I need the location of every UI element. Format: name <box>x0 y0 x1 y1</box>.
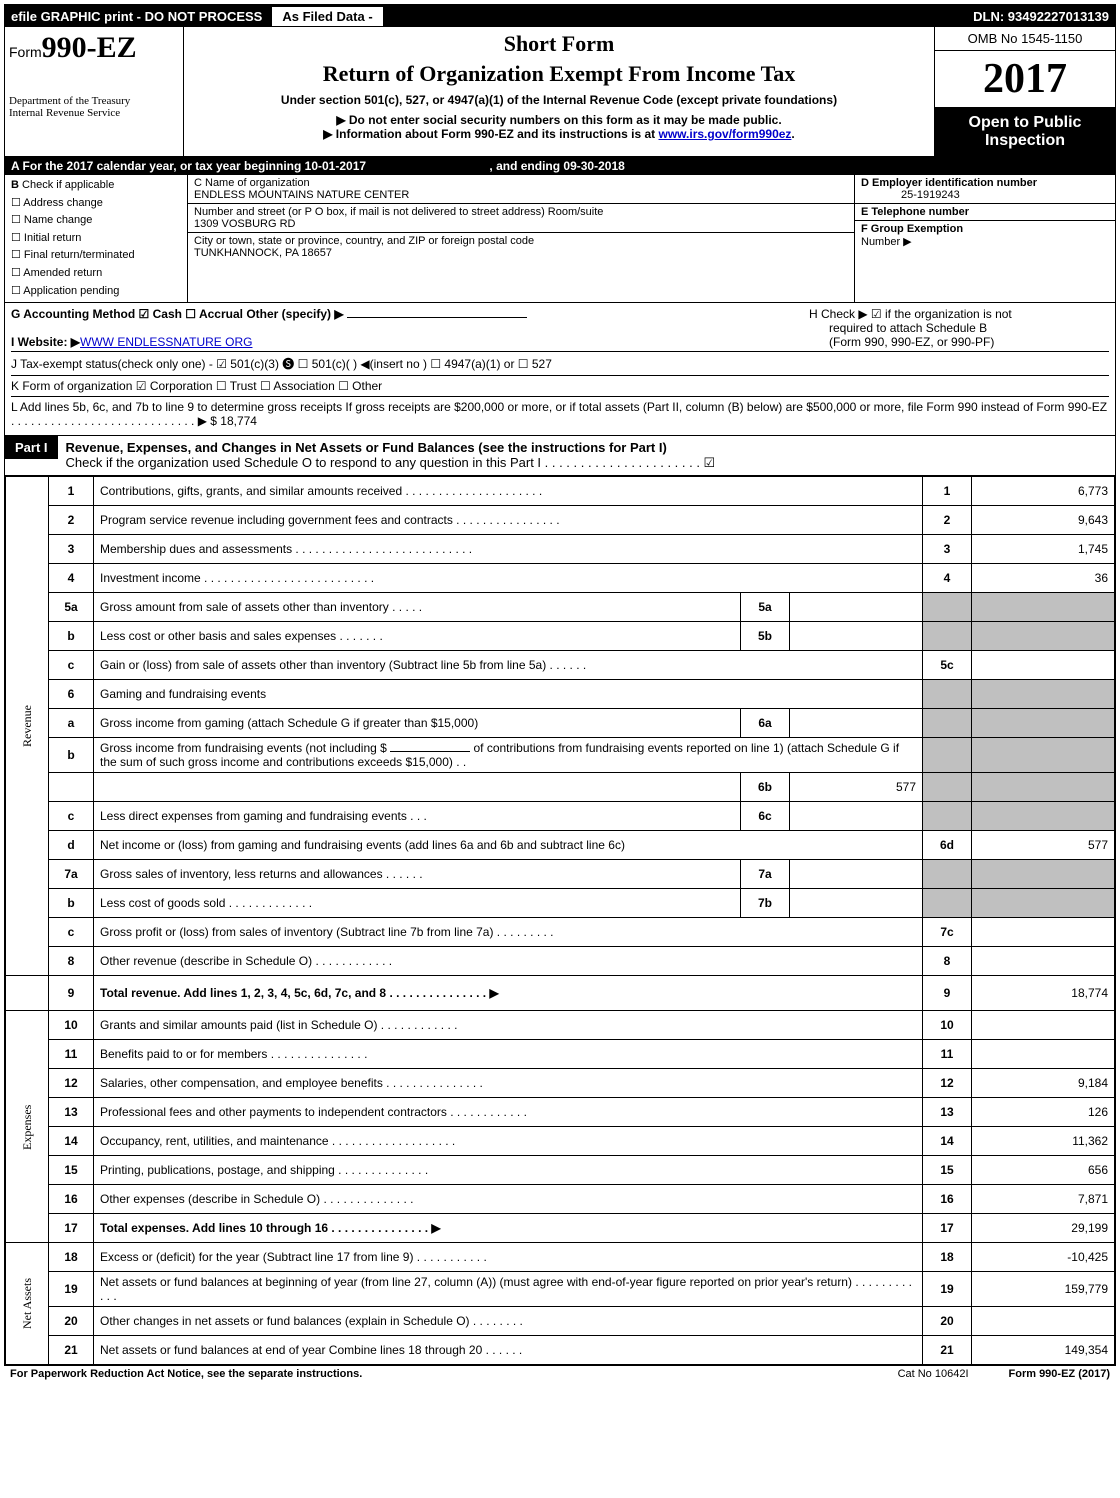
city-value: TUNKHANNOCK, PA 18657 <box>194 247 848 259</box>
d-label: D Employer identification number <box>861 177 1037 189</box>
k-line: K Form of organization ☑ Corporation ☐ T… <box>11 376 1109 397</box>
dept-irs: Internal Revenue Service <box>9 107 179 119</box>
section-a: B Check if applicable ☐ Address change ☐… <box>5 175 1115 303</box>
f-label2: Number ▶ <box>861 236 912 248</box>
city-label: City or town, state or province, country… <box>194 235 848 247</box>
website-link[interactable]: WWW ENDLESSNATURE ORG <box>80 335 252 349</box>
arrow-line-1: ▶ Do not enter social security numbers o… <box>192 113 926 127</box>
amt-17: 29,199 <box>972 1214 1115 1243</box>
amt-11 <box>972 1040 1115 1069</box>
side-revenue: Revenue <box>6 477 49 976</box>
b-label: B <box>11 179 19 191</box>
form-container: efile GRAPHIC print - DO NOT PROCESS As … <box>4 4 1116 1366</box>
footer-left: For Paperwork Reduction Act Notice, see … <box>10 1368 858 1380</box>
street-value: 1309 VOSBURG RD <box>194 218 848 230</box>
check-pending[interactable]: ☐ Application pending <box>11 285 119 297</box>
info-column: C Name of organization ENDLESS MOUNTAINS… <box>187 175 855 302</box>
short-form-title: Short Form <box>192 31 926 57</box>
form-prefix: Form <box>9 44 42 60</box>
amt-5c <box>972 651 1115 680</box>
footer-right: Form 990-EZ (2017) <box>1009 1368 1111 1380</box>
top-mid-text: As Filed Data - <box>272 7 382 26</box>
amt-18: -10,425 <box>972 1243 1115 1272</box>
amt-4: 36 <box>972 564 1115 593</box>
irs-link[interactable]: www.irs.gov/form990ez <box>658 127 791 141</box>
side-expenses: Expenses <box>6 1011 49 1243</box>
amt-6b-inner: 577 <box>790 773 923 802</box>
dln-text: DLN: 93492227013139 <box>967 9 1115 24</box>
check-column: B Check if applicable ☐ Address change ☐… <box>5 175 187 302</box>
amt-16: 7,871 <box>972 1185 1115 1214</box>
top-bar: efile GRAPHIC print - DO NOT PROCESS As … <box>5 5 1115 27</box>
right-column: D Employer identification number 25-1919… <box>855 175 1115 302</box>
amt-3: 1,745 <box>972 535 1115 564</box>
form-title: Return of Organization Exempt From Incom… <box>192 61 926 87</box>
footer: For Paperwork Reduction Act Notice, see … <box>4 1366 1116 1382</box>
amt-8 <box>972 947 1115 976</box>
amt-10 <box>972 1011 1115 1040</box>
form-subtitle: Under section 501(c), 527, or 4947(a)(1)… <box>192 93 926 107</box>
header-center: Short Form Return of Organization Exempt… <box>184 27 934 156</box>
form-number: 990-EZ <box>42 31 137 64</box>
footer-center: Cat No 10642I <box>858 1368 1009 1380</box>
amt-15: 656 <box>972 1156 1115 1185</box>
f-label: F Group Exemption <box>861 223 963 235</box>
amt-6d: 577 <box>972 831 1115 860</box>
dept-treasury: Department of the Treasury <box>9 95 179 107</box>
lines-table: Revenue 1 Contributions, gifts, grants, … <box>5 476 1115 1365</box>
amt-20 <box>972 1307 1115 1336</box>
amt-14: 11,362 <box>972 1127 1115 1156</box>
part-1-header: Part I Revenue, Expenses, and Changes in… <box>5 435 1115 476</box>
omb-number: OMB No 1545-1150 <box>935 27 1115 51</box>
c-label: C Name of organization <box>194 177 848 189</box>
top-left-text: efile GRAPHIC print - DO NOT PROCESS <box>5 9 268 24</box>
line-a-header: A For the 2017 calendar year, or tax yea… <box>5 157 1115 175</box>
e-label: E Telephone number <box>861 206 969 218</box>
section-ghi: G Accounting Method ☑ Cash ☐ Accrual Oth… <box>5 303 1115 435</box>
open-to-public: Open to Public Inspection <box>935 108 1115 156</box>
l-line: L Add lines 5b, 6c, and 7b to line 9 to … <box>11 397 1109 431</box>
check-amended[interactable]: ☐ Amended return <box>11 267 102 279</box>
header-left: Form990-EZ Department of the Treasury In… <box>5 27 184 156</box>
side-net-assets: Net Assets <box>6 1243 49 1365</box>
amt-12: 9,184 <box>972 1069 1115 1098</box>
part-tag: Part I <box>5 436 58 459</box>
ein-value: 25-1919243 <box>901 189 960 201</box>
c-value: ENDLESS MOUNTAINS NATURE CENTER <box>194 189 848 201</box>
amt-7c <box>972 918 1115 947</box>
check-name[interactable]: ☐ Name change <box>11 214 92 226</box>
part-title: Revenue, Expenses, and Changes in Net As… <box>58 436 1115 475</box>
check-initial[interactable]: ☐ Initial return <box>11 232 81 244</box>
arrow-line-2: ▶ Information about Form 990-EZ and its … <box>192 127 926 141</box>
j-line: J Tax-exempt status(check only one) - ☑ … <box>11 351 1109 376</box>
i-prefix: I Website: ▶ <box>11 335 80 349</box>
amt-9: 18,774 <box>972 976 1115 1011</box>
amt-13: 126 <box>972 1098 1115 1127</box>
amt-1: 6,773 <box>972 477 1115 506</box>
street-label: Number and street (or P O box, if mail i… <box>194 206 848 218</box>
check-address[interactable]: ☐ Address change <box>11 197 103 209</box>
amt-2: 9,643 <box>972 506 1115 535</box>
amt-19: 159,779 <box>972 1272 1115 1307</box>
amt-21: 149,354 <box>972 1336 1115 1365</box>
header-right: OMB No 1545-1150 2017 Open to Public Ins… <box>934 27 1115 156</box>
header-row: Form990-EZ Department of the Treasury In… <box>5 27 1115 157</box>
h-check-box: H Check ▶ ☑ if the organization is not r… <box>809 307 1109 349</box>
tax-year: 2017 <box>935 51 1115 108</box>
check-final[interactable]: ☐ Final return/terminated <box>11 249 135 261</box>
